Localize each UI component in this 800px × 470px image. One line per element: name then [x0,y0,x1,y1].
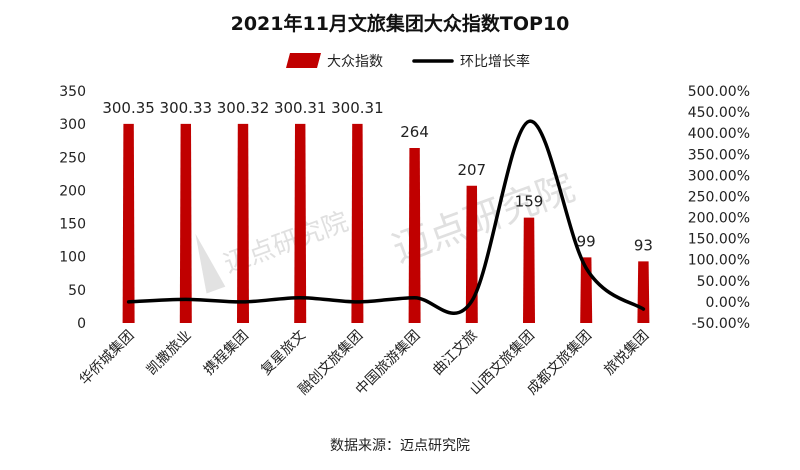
line-series [126,119,646,316]
left-tick-label: 200 [59,183,86,199]
bar [408,148,421,323]
bar-data-label: 300.31 [274,99,327,117]
bar-data-label: 207 [457,161,486,179]
right-tick-label: 50.00% [697,274,750,290]
bar-data-labels: 300.35 300.33 300.32 300.31 300.312642071599… [102,99,653,254]
bar [122,123,135,323]
right-tick-label: 250.00% [688,189,750,205]
bar [523,217,535,323]
right-axis: -50.00% 0.00% 50.00% 100.00% 150.00% 200.00% 2… [688,84,750,332]
right-tick-label: -50.00% [692,316,750,332]
left-tick-label: 100 [59,250,86,266]
left-tick-label: 150 [59,217,86,233]
bar [179,123,192,323]
bar [465,185,478,323]
right-tick-label: 400.00% [688,126,750,142]
bar-data-label: 99 [577,232,596,250]
legend-bar-label: 大众指数 [327,54,383,70]
bar-data-label: 264 [400,123,429,141]
x-tick-label: 华侨城集团 [76,327,138,389]
left-axis: 0 50 100 150 200 250 300 350 [59,84,86,332]
left-tick-label: 350 [59,84,86,100]
bar-data-label: 300.32 [217,99,270,117]
bar-data-label: 159 [515,193,544,211]
bar-data-label: 300.31 [331,99,384,117]
bar [237,123,249,323]
right-tick-label: 500.00% [688,84,750,100]
x-tick-label: 旅悦集团 [601,327,653,379]
left-tick-label: 50 [68,283,86,299]
bar-data-label: 93 [634,236,653,254]
legend: 大众指数 环比增长率 [286,53,530,70]
growth-line [126,119,646,316]
bar-data-label: 300.35 [102,99,155,117]
right-tick-label: 150.00% [688,232,750,248]
x-tick-label: 复星旅文 [257,327,309,379]
bar-series [122,123,650,323]
bar [294,123,307,323]
right-tick-label: 450.00% [688,105,750,121]
x-tick-label: 凯撒旅业 [144,328,195,379]
x-tick-label: 曲江文旅 [430,328,481,379]
x-tick-label: 携程集团 [200,327,252,379]
chart-title: 2021年11月文旅集团大众指数TOP10 [231,12,570,35]
legend-bar-swatch [286,53,321,68]
source-note: 数据来源：迈点研究院 [330,438,470,454]
right-tick-label: 100.00% [688,253,750,269]
watermark-logo [195,233,226,294]
bar [637,261,650,323]
left-tick-label: 0 [77,316,86,332]
right-tick-label: 0.00% [706,295,750,311]
right-tick-label: 300.00% [688,168,750,184]
legend-line-label: 环比增长率 [460,53,530,70]
bar [351,123,364,323]
left-tick-label: 300 [59,117,86,133]
bar-data-label: 300.33 [160,99,213,117]
right-tick-label: 200.00% [688,211,750,227]
right-tick-label: 350.00% [688,147,750,163]
left-tick-label: 250 [59,150,86,166]
